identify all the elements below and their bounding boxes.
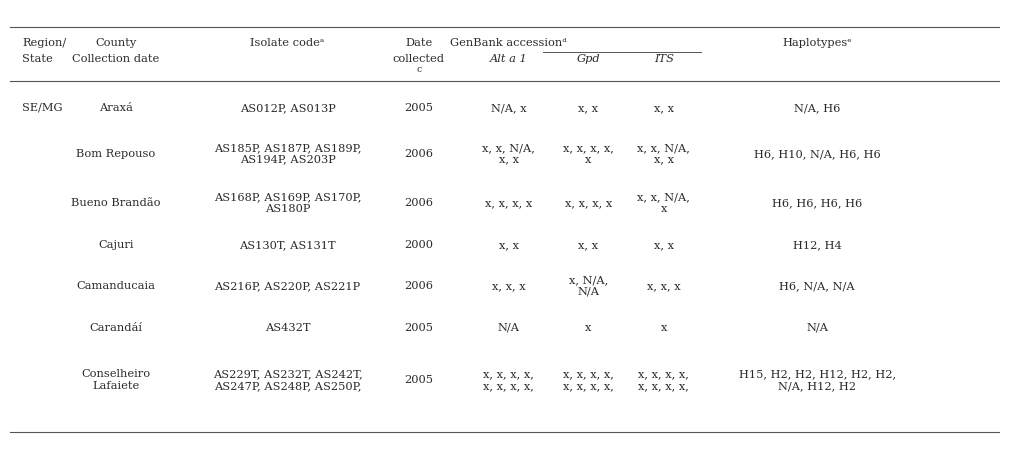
Text: 2005: 2005 [405, 103, 433, 113]
Text: H6, N/A, N/A: H6, N/A, N/A [780, 281, 855, 291]
Text: H6, H6, H6, H6: H6, H6, H6, H6 [772, 198, 863, 208]
Text: AS229T, AS232T, AS242T,
AS247P, AS248P, AS250P,: AS229T, AS232T, AS242T, AS247P, AS248P, … [213, 369, 362, 391]
Text: 2006: 2006 [405, 198, 433, 208]
Text: County: County [96, 38, 136, 48]
Text: SE/MG: SE/MG [22, 103, 63, 113]
Text: x, x: x, x [654, 103, 674, 113]
Text: AS012P, AS013P: AS012P, AS013P [240, 103, 335, 113]
Text: Gpd: Gpd [576, 54, 600, 64]
Text: Cajuri: Cajuri [98, 240, 134, 250]
Text: x, x, N/A,
x, x: x, x, N/A, x, x [638, 143, 690, 165]
Text: Bueno Brandão: Bueno Brandão [72, 198, 160, 208]
Text: Conselheiro
Lafaiete: Conselheiro Lafaiete [82, 369, 150, 391]
Text: Isolate codeᵃ: Isolate codeᵃ [250, 38, 325, 48]
Text: 2006: 2006 [405, 149, 433, 159]
Text: Carandáí: Carandáí [90, 323, 142, 333]
Text: Araxá: Araxá [99, 103, 133, 113]
Text: AS130T, AS131T: AS130T, AS131T [239, 240, 336, 250]
Text: x, x, x, x,
x, x, x, x,: x, x, x, x, x, x, x, x, [563, 369, 613, 391]
Text: x, x, x, x: x, x, x, x [485, 198, 532, 208]
Text: H6, H10, N/A, H6, H6: H6, H10, N/A, H6, H6 [754, 149, 881, 159]
Text: H15, H2, H2, H12, H2, H2,
N/A, H12, H2: H15, H2, H2, H12, H2, H2, N/A, H12, H2 [739, 369, 896, 391]
Text: x, x: x, x [498, 240, 519, 250]
Text: x, x: x, x [654, 240, 674, 250]
Text: c: c [416, 65, 422, 74]
Text: x, x: x, x [578, 103, 598, 113]
Text: 2006: 2006 [405, 281, 433, 291]
Text: AS432T: AS432T [264, 323, 311, 333]
Text: x, x, x, x,
x, x, x, x,: x, x, x, x, x, x, x, x, [639, 369, 689, 391]
Text: AS185P, AS187P, AS189P,
AS194P, AS203P: AS185P, AS187P, AS189P, AS194P, AS203P [214, 143, 361, 165]
Text: GenBank accessionᵈ: GenBank accessionᵈ [450, 38, 567, 48]
Text: 2000: 2000 [405, 240, 433, 250]
Text: Camanducaia: Camanducaia [77, 281, 155, 291]
Text: x: x [585, 323, 591, 333]
Text: H12, H4: H12, H4 [793, 240, 842, 250]
Text: N/A, H6: N/A, H6 [794, 103, 840, 113]
Text: Region/: Region/ [22, 38, 67, 48]
Text: N/A: N/A [497, 323, 520, 333]
Text: x, x, x: x, x, x [647, 281, 681, 291]
Text: x, x, x, x: x, x, x, x [565, 198, 611, 208]
Text: Alt a 1: Alt a 1 [489, 54, 528, 64]
Text: N/A: N/A [806, 323, 828, 333]
Text: AS168P, AS169P, AS170P,
AS180P: AS168P, AS169P, AS170P, AS180P [214, 193, 361, 214]
Text: x, x, x, x,
x, x, x, x,: x, x, x, x, x, x, x, x, [483, 369, 534, 391]
Text: 2005: 2005 [405, 323, 433, 333]
Text: State: State [22, 54, 52, 64]
Text: x, x, x, x,
x: x, x, x, x, x [563, 143, 613, 165]
Text: x, N/A,
N/A: x, N/A, N/A [569, 275, 607, 297]
Text: Collection date: Collection date [73, 54, 159, 64]
Text: x, x, N/A,
x, x: x, x, N/A, x, x [482, 143, 535, 165]
Text: x, x: x, x [578, 240, 598, 250]
Text: AS216P, AS220P, AS221P: AS216P, AS220P, AS221P [215, 281, 360, 291]
Text: x, x, x: x, x, x [491, 281, 526, 291]
Text: 2005: 2005 [405, 375, 433, 385]
Text: Bom Repouso: Bom Repouso [77, 149, 155, 159]
Text: ITS: ITS [654, 54, 674, 64]
Text: N/A, x: N/A, x [490, 103, 527, 113]
Text: x: x [661, 323, 667, 333]
Text: collected: collected [393, 54, 445, 64]
Text: Date: Date [405, 38, 433, 48]
Text: x, x, N/A,
x: x, x, N/A, x [638, 193, 690, 214]
Text: Haplotypesᵉ: Haplotypesᵉ [782, 38, 853, 48]
